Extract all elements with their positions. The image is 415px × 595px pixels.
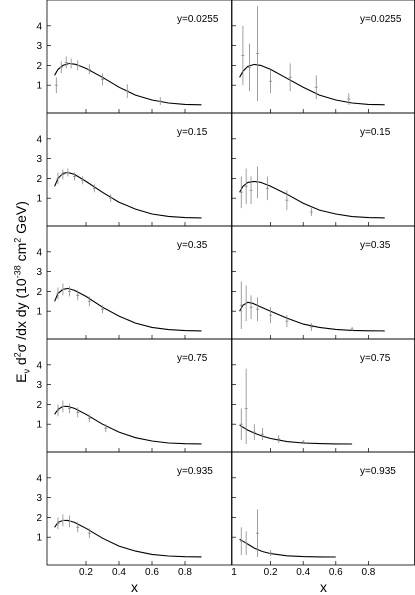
y-tick-label: 1	[36, 194, 42, 205]
panel-label: y=0.935	[360, 466, 396, 477]
y-tick-label: 4	[36, 247, 42, 258]
model-curve	[54, 519, 202, 558]
y-tick-label: 3	[36, 154, 42, 165]
panel-label: y=0.15	[177, 127, 208, 138]
y-tick-label: 2	[36, 174, 42, 185]
panel-label: y=0.15	[360, 127, 391, 138]
y-tick-label: 2	[36, 513, 42, 524]
panel-label: y=0.35	[360, 240, 391, 251]
panel-frame	[46, 451, 232, 566]
x-tick-label: 0.2	[264, 567, 278, 578]
x-tick-label: 0.2	[79, 567, 93, 578]
y-tick-label: 1	[36, 307, 42, 318]
model-curve	[239, 301, 385, 332]
x-tick-label: 0.8	[361, 567, 375, 578]
panel-label: y=0.0255	[360, 14, 402, 25]
panel-label: y=0.35	[177, 240, 208, 251]
x-tick-label: 0.6	[329, 567, 343, 578]
model-curve	[54, 62, 202, 106]
y-tick-label: 3	[36, 493, 42, 504]
y-tick-label: 3	[36, 380, 42, 391]
y-tick-label: 2	[36, 61, 42, 72]
x-tick-label: 0.8	[178, 567, 192, 578]
y-tick-label: 4	[36, 360, 42, 371]
y-tick-label: 1	[36, 81, 42, 92]
y-tick-label: 4	[36, 473, 42, 484]
x-axis-label: x	[131, 579, 138, 595]
model-curve	[54, 287, 202, 332]
x-tick-label: 0.6	[145, 567, 159, 578]
panel-label: y=0.0255	[177, 14, 219, 25]
model-curve	[239, 63, 385, 106]
x-axis-label: x	[320, 579, 327, 595]
y-tick-label: 1	[36, 533, 42, 544]
model-curve	[239, 538, 336, 558]
y-tick-label: 4	[36, 21, 42, 32]
x-tick-label: 0.4	[296, 567, 310, 578]
panel-label: y=0.75	[360, 353, 391, 364]
y-tick-label: 3	[36, 267, 42, 278]
y-tick-label: 2	[36, 400, 42, 411]
model-curve	[54, 171, 202, 219]
y-tick-label: 2	[36, 287, 42, 298]
y-tick-label: 4	[36, 134, 42, 145]
y-tick-label: 1	[36, 420, 42, 431]
panel-label: y=0.935	[177, 466, 213, 477]
panel-label: y=0.75	[177, 353, 208, 364]
x-tick-label: 0.4	[112, 567, 126, 578]
y-tick-label: 3	[36, 41, 42, 52]
model-curve	[239, 424, 353, 445]
x-tick-label: 1	[231, 567, 237, 578]
